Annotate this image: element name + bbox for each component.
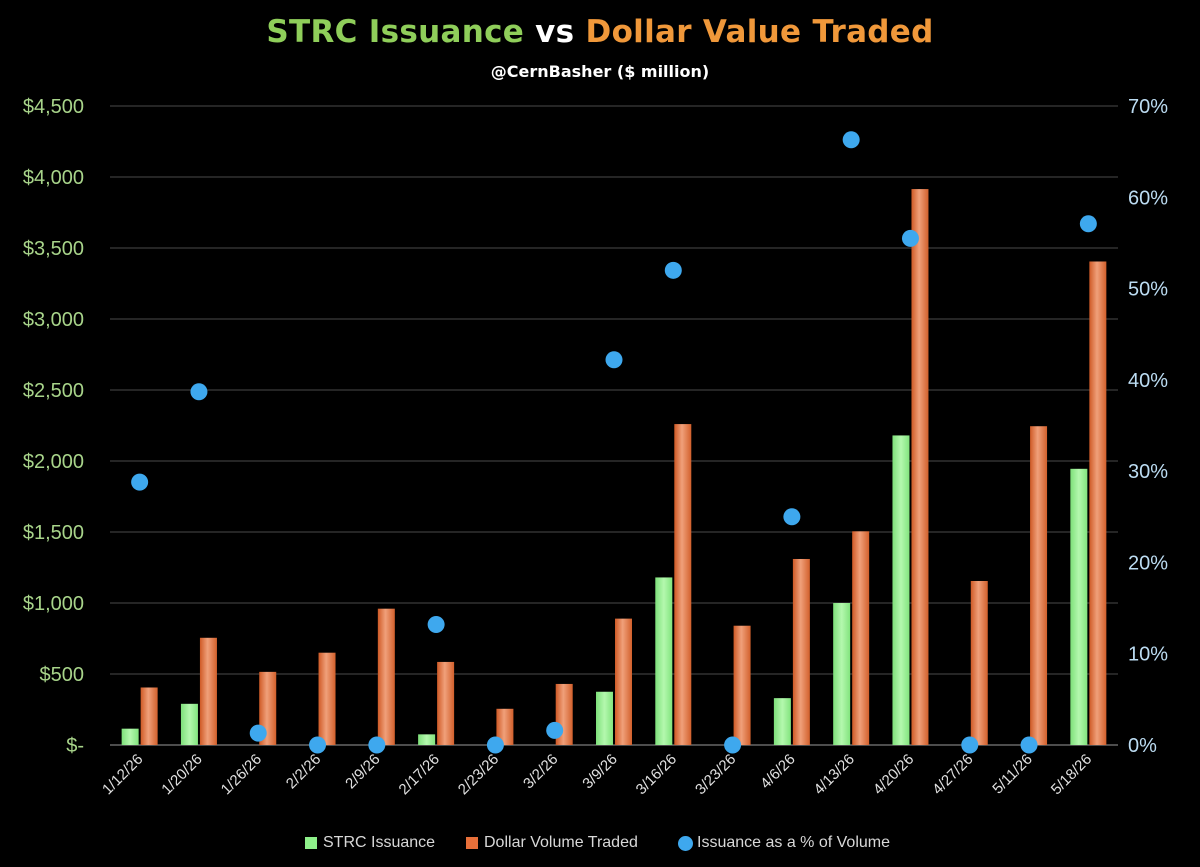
point-percent — [1020, 736, 1038, 754]
x-tick-label: 3/16/26 — [633, 751, 680, 798]
x-tick-label: 2/17/26 — [396, 751, 443, 798]
x-tick-label: 1/26/26 — [218, 751, 265, 798]
y-left-tick-label: $- — [66, 735, 84, 757]
legend-label-percent: Issuance as a % of Volume — [697, 834, 890, 851]
y-right-tick-label: 40% — [1128, 370, 1168, 392]
bar-volume — [496, 708, 514, 745]
bar-volume — [140, 687, 158, 745]
bar-volume — [437, 661, 455, 745]
title-dollar-value: Dollar Value Traded — [585, 14, 934, 50]
point-percent — [546, 721, 564, 739]
x-tick-label: 4/6/26 — [757, 751, 799, 793]
point-percent — [842, 131, 860, 149]
title-vs: vs — [524, 14, 586, 50]
x-tick-label: 5/11/26 — [989, 751, 1036, 798]
point-percent — [664, 261, 682, 279]
y-right-tick-label: 70% — [1128, 96, 1168, 118]
x-tick-label: 4/13/26 — [811, 751, 858, 798]
point-percent — [901, 229, 919, 247]
bar-volume — [1089, 261, 1107, 745]
bar-issuance — [596, 691, 613, 745]
legend-item-percent: Issuance as a % of Volume — [678, 832, 890, 854]
bar-volume — [674, 424, 692, 745]
legend-swatch-issuance — [305, 837, 317, 849]
x-tick-label: 3/23/26 — [692, 751, 739, 798]
x-tick-label: 2/23/26 — [455, 751, 502, 798]
legend-swatch-volume — [466, 837, 478, 849]
bar-issuance — [1070, 468, 1088, 745]
y-right-tick-label: 0% — [1128, 735, 1157, 757]
x-tick-label: 4/27/26 — [929, 751, 976, 798]
legend-dot-percent — [678, 835, 693, 851]
bar-volume — [377, 608, 395, 745]
point-percent — [249, 724, 267, 742]
bar-volume — [1030, 426, 1048, 745]
bar-volume — [792, 558, 810, 745]
point-percent — [961, 736, 979, 754]
bar-issuance — [121, 728, 139, 745]
bar-volume — [733, 625, 751, 745]
bar-issuance — [655, 577, 673, 745]
x-tick-label: 3/9/26 — [579, 751, 621, 793]
point-percent — [724, 736, 742, 754]
point-percent — [309, 736, 327, 754]
bar-issuance — [180, 703, 198, 745]
bar-volume — [911, 189, 929, 745]
bar-issuance — [418, 734, 436, 745]
point-percent — [783, 508, 801, 526]
y-right-tick-label: 20% — [1128, 552, 1168, 574]
y-left-tick-label: $4,000 — [23, 167, 84, 189]
y-left-tick-label: $1,500 — [23, 522, 84, 544]
point-percent — [605, 351, 623, 369]
x-tick-label: 5/18/26 — [1048, 751, 1095, 798]
bar-volume — [199, 637, 217, 745]
chart-title: STRC Issuance vs Dollar Value Traded — [0, 14, 1200, 50]
bar-issuance — [892, 435, 910, 745]
title-issuance: STRC Issuance — [266, 14, 525, 50]
bar-issuance — [773, 698, 791, 745]
legend-item-volume: Dollar Volume Traded — [466, 832, 638, 854]
x-tick-label: 4/20/26 — [870, 751, 917, 798]
y-left-tick-label: $500 — [40, 664, 85, 686]
y-left-tick-label: $2,000 — [23, 451, 84, 473]
y-left-tick-label: $3,000 — [23, 309, 84, 331]
x-tick-label: 1/12/26 — [99, 751, 146, 798]
legend: STRC Issuance Dollar Volume Traded Issua… — [0, 832, 1200, 854]
bar-volume — [615, 618, 632, 745]
y-left-tick-label: $1,000 — [23, 593, 84, 615]
legend-label-volume: Dollar Volume Traded — [484, 834, 638, 851]
y-left-tick-label: $3,500 — [23, 238, 84, 260]
chart-subtitle: @CernBasher ($ million) — [490, 62, 710, 81]
point-percent — [427, 616, 445, 634]
y-right-tick-label: 50% — [1128, 279, 1168, 301]
y-right-tick-label: 10% — [1128, 644, 1168, 666]
point-percent — [368, 736, 386, 754]
point-percent — [1079, 215, 1097, 233]
y-left-tick-label: $2,500 — [23, 380, 84, 402]
point-percent — [190, 383, 208, 401]
legend-item-issuance: STRC Issuance — [305, 832, 435, 854]
y-left-tick-label: $4,500 — [23, 96, 84, 118]
legend-label-issuance: STRC Issuance — [323, 834, 436, 851]
bar-volume — [318, 652, 336, 745]
x-tick-label: 2/2/26 — [283, 751, 325, 793]
point-percent — [131, 473, 149, 491]
bar-volume — [852, 531, 870, 745]
x-tick-label: 1/20/26 — [158, 751, 205, 798]
point-percent — [486, 736, 504, 754]
x-tick-label: 3/2/26 — [520, 751, 562, 793]
bar-issuance — [833, 603, 851, 745]
y-right-tick-label: 60% — [1128, 187, 1168, 209]
bar-volume — [970, 580, 988, 745]
x-tick-label: 2/9/26 — [342, 751, 384, 793]
y-right-tick-label: 30% — [1128, 461, 1168, 483]
